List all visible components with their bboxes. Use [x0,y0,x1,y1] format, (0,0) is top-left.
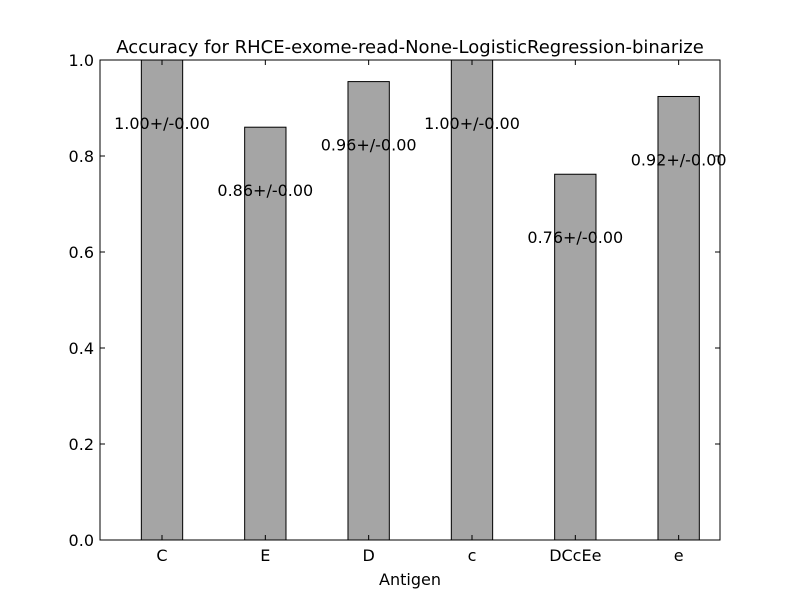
y-tick-label: 0.0 [69,531,94,550]
x-tick-label: E [260,546,270,565]
bar-C [140,59,184,541]
x-tick-label: e [674,546,684,565]
y-tick-label: 0.2 [69,435,94,454]
x-tick-label: DCcEe [549,546,601,565]
y-tick-label: 0.4 [69,339,94,358]
value-label-C: 1.00+/-0.00 [114,114,210,133]
value-label-E: 0.86+/-0.00 [217,181,313,200]
x-tick-label: c [468,546,477,565]
value-label-e: 0.92+/-0.00 [631,150,727,169]
value-label-DCcEe: 0.76+/-0.00 [527,228,623,247]
y-axis: 0.0 0.2 0.4 0.6 0.8 1.0 [69,51,720,550]
chart-title: Accuracy for RHCE-exome-read-None-Logist… [116,37,704,58]
value-label-c: 1.00+/-0.00 [424,114,520,133]
bar-E [244,126,287,541]
plot-area [100,60,720,540]
y-tick-label: 0.8 [69,147,94,166]
y-tick-label: 0.6 [69,243,94,262]
x-tick-label: C [156,546,167,565]
y-tick-label: 1.0 [69,51,94,70]
plot-frame [99,59,721,541]
bar-D [347,81,390,541]
x-axis-label: Antigen [379,570,441,589]
value-label-D: 0.96+/-0.00 [321,136,417,155]
value-labels-layer: 1.00+/-0.00 0.86+/-0.00 0.96+/-0.00 1.00+/-… [114,114,726,247]
bars-layer [140,59,700,541]
x-tick-label: D [362,546,374,565]
